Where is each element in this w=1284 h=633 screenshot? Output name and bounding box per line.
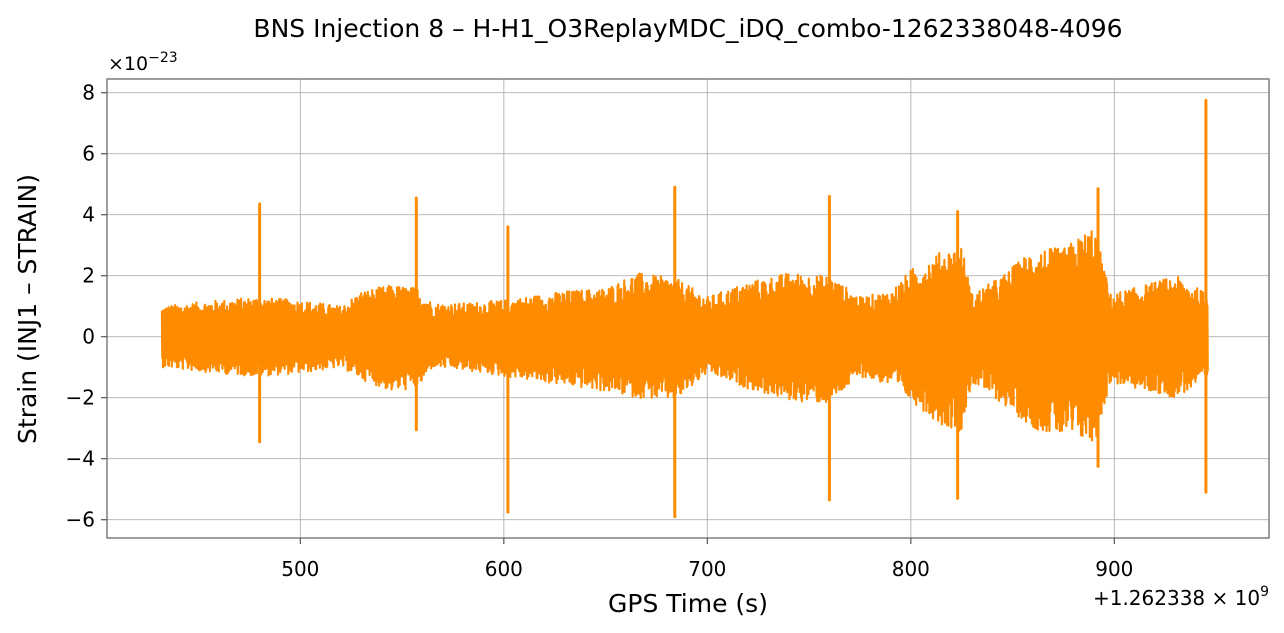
x-offset-label: +1.262338 × 109 [1093,584,1269,610]
x-tick-label: 700 [688,557,726,581]
y-tick-label: 2 [82,264,95,288]
x-tick-label: 500 [281,557,319,581]
y-tick-label: 8 [82,81,95,105]
x-axis-label: GPS Time (s) [608,589,768,618]
svg-text:×10−23: ×10−23 [108,50,178,75]
y-tick-label: −6 [66,508,95,532]
signal-series [160,98,1209,519]
y-tick-label: 4 [82,203,95,227]
y-tick-label: 6 [82,142,95,166]
x-offset-base: +1.262338 × 10 [1093,586,1260,610]
x-axis-ticks: 500 600 700 800 900 [281,538,1133,581]
chart-title: BNS Injection 8 – H-H1_O3ReplayMDC_iDQ_c… [253,14,1122,43]
y-tick-label: 0 [82,325,95,349]
y-tick-label: −2 [66,386,95,410]
plot-frame [106,78,1270,539]
y-scale-base: ×10 [108,53,148,75]
y-axis-ticks: −6 −4 −2 0 2 4 6 8 [66,81,107,532]
x-offset-exponent: 9 [1260,584,1269,600]
x-tick-label: 800 [892,557,930,581]
y-tick-label: −4 [66,447,95,471]
strain-core-band [161,274,1208,398]
x-tick-label: 900 [1095,557,1133,581]
series-0 [160,98,1209,519]
y-scale-exponent: −23 [148,50,178,66]
svg-text:+1.262338 × 109: +1.262338 × 109 [1093,584,1269,610]
x-tick-label: 600 [485,557,523,581]
y-axis-label: Strain (INJ1 – STRAIN) [13,174,42,444]
y-scale-label: ×10−23 [108,50,178,75]
